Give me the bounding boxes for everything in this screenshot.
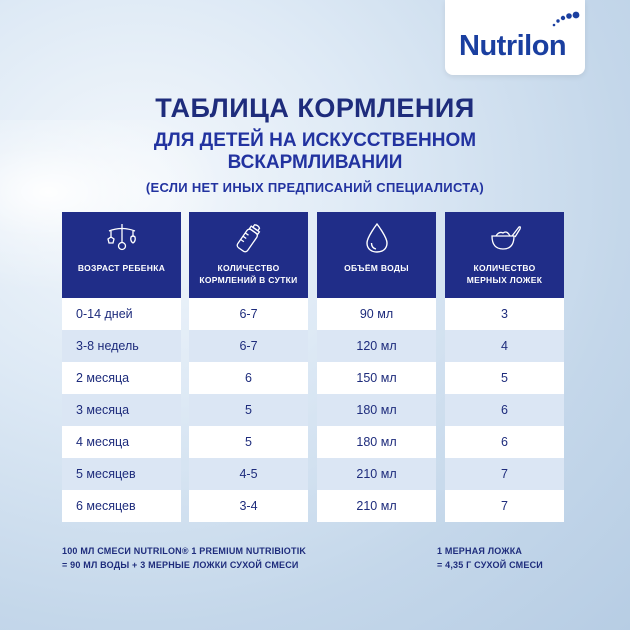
table-cell-water: 210 мл xyxy=(317,490,436,522)
column-age: ВОЗРАСТ РЕБЕНКА 0-14 дней 3-8 недель 2 м… xyxy=(62,212,181,530)
table-cell-age: 3-8 недель xyxy=(62,330,181,362)
column-header-water: ОБЪЁМ ВОДЫ xyxy=(317,212,436,298)
table-cell-age: 0-14 дней xyxy=(62,298,181,330)
column-feedings: КОЛИЧЕСТВО КОРМЛЕНИЙ В СУТКИ 6-7 6-7 6 5… xyxy=(189,212,308,530)
column-water: ОБЪЁМ ВОДЫ 90 мл 120 мл 150 мл 180 мл 18… xyxy=(317,212,436,530)
footer-left-line-1: 100 МЛ СМЕСИ NUTRILON® 1 PREMIUM NUTRIBI… xyxy=(62,546,307,556)
column-label-scoops: КОЛИЧЕСТВО МЕРНЫХ ЛОЖЕК xyxy=(466,263,543,285)
heading: ТАБЛИЦА КОРМЛЕНИЯ ДЛЯ ДЕТЕЙ НА ИСКУССТВЕ… xyxy=(0,92,630,195)
table-cell-scoops: 6 xyxy=(445,426,564,458)
column-header-scoops: КОЛИЧЕСТВО МЕРНЫХ ЛОЖЕК xyxy=(445,212,564,298)
table-cell-water: 180 мл xyxy=(317,426,436,458)
table-cell-scoops: 5 xyxy=(445,362,564,394)
table-cell-scoops: 7 xyxy=(445,490,564,522)
table-cell-feedings: 4-5 xyxy=(189,458,308,490)
column-label-feedings: КОЛИЧЕСТВО КОРМЛЕНИЙ В СУТКИ xyxy=(199,263,298,285)
table-cell-age: 4 месяца xyxy=(62,426,181,458)
table-cell-feedings: 6-7 xyxy=(189,330,308,362)
table-cell-water: 120 мл xyxy=(317,330,436,362)
footer-right-line-2: = 4,35 Г СУХОЙ СМЕСИ xyxy=(437,560,543,570)
baby-mobile-icon xyxy=(106,224,136,251)
logo-text: Nutrilon xyxy=(459,30,567,62)
column-scoops: КОЛИЧЕСТВО МЕРНЫХ ЛОЖЕК 3 4 5 6 6 7 7 xyxy=(445,212,564,530)
subtitle-line-2: ВСКАРМЛИВАНИИ xyxy=(227,152,403,173)
specialist-note: (ЕСЛИ НЕТ ИНЫХ ПРЕДПИСАНИЙ СПЕЦИАЛИСТА) xyxy=(145,180,485,195)
table-cell-feedings: 6 xyxy=(189,362,308,394)
column-label-age: ВОЗРАСТ РЕБЕНКА xyxy=(77,263,166,273)
table-cell-scoops: 6 xyxy=(445,394,564,426)
column-header-feedings: КОЛИЧЕСТВО КОРМЛЕНИЙ В СУТКИ xyxy=(189,212,308,298)
table-cell-feedings: 5 xyxy=(189,426,308,458)
footer-right-line-1: 1 МЕРНАЯ ЛОЖКА xyxy=(437,546,523,556)
baby-bottle-icon xyxy=(236,224,260,253)
table-cell-age: 3 месяца xyxy=(62,394,181,426)
table-cell-age: 2 месяца xyxy=(62,362,181,394)
column-header-age: ВОЗРАСТ РЕБЕНКА xyxy=(62,212,181,298)
table-cell-water: 90 мл xyxy=(317,298,436,330)
subtitle-line-1: ДЛЯ ДЕТЕЙ НА ИСКУССТВЕННОМ xyxy=(153,130,477,151)
table-cell-scoops: 3 xyxy=(445,298,564,330)
table-cell-scoops: 4 xyxy=(445,330,564,362)
footer-mixture-note: 100 МЛ СМЕСИ NUTRILON® 1 PREMIUM NUTRIBI… xyxy=(62,544,306,572)
page-title: ТАБЛИЦА КОРМЛЕНИЯ xyxy=(155,93,475,123)
table-cell-age: 5 месяцев xyxy=(62,458,181,490)
table-cell-water: 180 мл xyxy=(317,394,436,426)
water-drop-icon xyxy=(365,222,388,253)
table-cell-water: 210 мл xyxy=(317,458,436,490)
table-cell-feedings: 6-7 xyxy=(189,298,308,330)
table-cell-feedings: 5 xyxy=(189,394,308,426)
subtitle: ДЛЯ ДЕТЕЙ НА ИСКУССТВЕННОМ ВСКАРМЛИВАНИИ xyxy=(0,130,630,174)
footer-left-line-2: = 90 МЛ ВОДЫ + 3 МЕРНЫЕ ЛОЖКИ СУХОЙ СМЕС… xyxy=(62,560,299,570)
column-label-water: ОБЪЁМ ВОДЫ xyxy=(344,263,409,273)
table-cell-age: 6 месяцев xyxy=(62,490,181,522)
measuring-spoon-icon xyxy=(490,226,521,250)
footer-scoop-note: 1 МЕРНАЯ ЛОЖКА = 4,35 Г СУХОЙ СМЕСИ xyxy=(437,544,543,572)
table-cell-feedings: 3-4 xyxy=(189,490,308,522)
logo-dots-icon xyxy=(552,11,580,27)
table-cell-water: 150 мл xyxy=(317,362,436,394)
brand-logo: Nutrilon xyxy=(445,0,585,75)
table-cell-scoops: 7 xyxy=(445,458,564,490)
